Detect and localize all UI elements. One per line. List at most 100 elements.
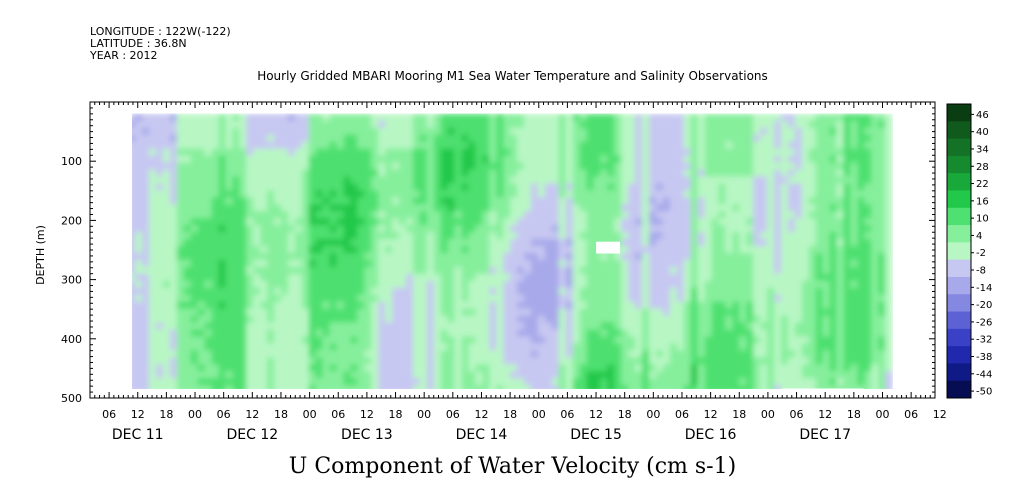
- heatmap-cell: [197, 134, 206, 143]
- heatmap-cell: [496, 204, 504, 213]
- heatmap-cell: [246, 162, 254, 171]
- heatmap-cell: [662, 246, 671, 254]
- heatmap-cell: [551, 176, 560, 185]
- heatmap-cell: [503, 134, 511, 143]
- heatmap-cell: [871, 294, 879, 303]
- heatmap-cell: [454, 239, 463, 247]
- heatmap-cell: [475, 322, 484, 331]
- heatmap-cell: [822, 225, 831, 233]
- heatmap-cell: [655, 364, 664, 373]
- heatmap-cell: [197, 176, 206, 185]
- heatmap-cell: [725, 266, 734, 275]
- heatmap-cell: [829, 183, 838, 192]
- heatmap-cell: [204, 113, 213, 122]
- heatmap-cell: [676, 127, 685, 136]
- heatmap-cell: [378, 343, 386, 352]
- heatmap-cell: [864, 315, 872, 324]
- heatmap-cell: [211, 169, 220, 178]
- heatmap-cell: [357, 211, 365, 219]
- heatmap-cell: [322, 183, 331, 192]
- heatmap-cell: [683, 183, 692, 192]
- heatmap-cell: [787, 141, 796, 150]
- heatmap-cell: [801, 287, 810, 296]
- heatmap-cell: [767, 204, 775, 213]
- heatmap-cell: [378, 357, 386, 366]
- heatmap-cell: [204, 350, 213, 359]
- heatmap-cell: [225, 308, 234, 317]
- heatmap-cell: [885, 183, 893, 192]
- heatmap-cell: [572, 176, 581, 185]
- heatmap-cell: [301, 239, 310, 247]
- heatmap-cell: [162, 315, 171, 324]
- heatmap-cell: [412, 148, 421, 157]
- heatmap-cell: [864, 301, 872, 310]
- heatmap-cell: [621, 127, 629, 136]
- heatmap-cell: [482, 148, 490, 157]
- heatmap-cell: [780, 113, 789, 122]
- heatmap-cell: [885, 371, 893, 379]
- heatmap-cell: [503, 308, 511, 317]
- heatmap-cell: [218, 148, 227, 157]
- heatmap-cell: [204, 315, 213, 324]
- heatmap-cell: [274, 162, 282, 171]
- heatmap-cell: [753, 218, 761, 226]
- heatmap-cell: [683, 162, 692, 171]
- heatmap-cell: [225, 148, 234, 157]
- heatmap-cell: [767, 141, 775, 150]
- heatmap-cell: [878, 162, 886, 171]
- heatmap-cell: [683, 141, 692, 150]
- heatmap-cell: [482, 329, 490, 338]
- colorbar-label: 46: [976, 110, 989, 121]
- heatmap-cell: [156, 378, 164, 386]
- heatmap-cell: [433, 190, 442, 199]
- heatmap-cell: [683, 273, 692, 282]
- heatmap-cell: [593, 225, 602, 233]
- heatmap-cell: [419, 301, 428, 310]
- heatmap-cell: [510, 308, 518, 317]
- heatmap-cell: [412, 322, 421, 331]
- heatmap-cell: [294, 273, 303, 282]
- heatmap-cell: [440, 183, 449, 192]
- heatmap-cell: [530, 232, 539, 240]
- heatmap-cell: [794, 183, 803, 192]
- heatmap-cell: [746, 197, 754, 206]
- heatmap-cell: [440, 322, 449, 331]
- heatmap-cell: [822, 301, 831, 310]
- heatmap-cell: [267, 301, 275, 310]
- heatmap-cell: [537, 183, 546, 192]
- heatmap-cell: [829, 120, 838, 129]
- heatmap-cell: [392, 253, 400, 261]
- heatmap-cell: [732, 176, 740, 185]
- heatmap-cell: [461, 364, 470, 373]
- heatmap-cell: [267, 211, 275, 219]
- heatmap-cell: [218, 385, 227, 389]
- heatmap-cell: [294, 225, 303, 233]
- heatmap-cell: [336, 176, 345, 185]
- heatmap-cell: [586, 273, 595, 282]
- heatmap-cell: [489, 329, 497, 338]
- heatmap-cell: [822, 385, 831, 389]
- heatmap-cell: [843, 329, 852, 338]
- heatmap-cell: [711, 329, 720, 338]
- heatmap-cell: [482, 322, 490, 331]
- heatmap-cell: [815, 148, 824, 157]
- heatmap-cell: [218, 322, 227, 331]
- heatmap-cell: [801, 378, 810, 386]
- heatmap-cell: [294, 246, 303, 254]
- heatmap-cell: [433, 155, 442, 164]
- heatmap-cell: [294, 134, 303, 143]
- heatmap-cell: [642, 120, 650, 129]
- heatmap-cell: [218, 315, 227, 324]
- heatmap-cell: [287, 329, 296, 338]
- heatmap-cell: [399, 301, 407, 310]
- heatmap-cell: [294, 343, 303, 352]
- heatmap-cell: [357, 113, 365, 122]
- heatmap-cell: [774, 183, 782, 192]
- heatmap-cell: [267, 259, 275, 268]
- heatmap-cell: [385, 266, 393, 275]
- heatmap-cell: [711, 287, 720, 296]
- heatmap-cell: [329, 301, 338, 310]
- heatmap-cell: [628, 141, 636, 150]
- heatmap-cell: [211, 218, 220, 226]
- heatmap-cell: [655, 301, 664, 310]
